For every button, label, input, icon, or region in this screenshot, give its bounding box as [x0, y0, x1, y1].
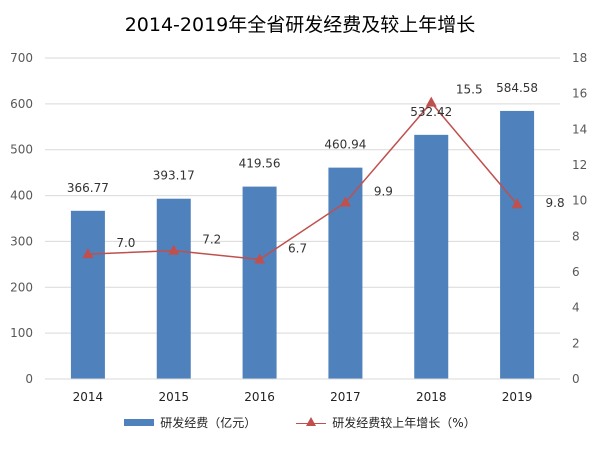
y-right-tick-label: 4 [572, 301, 580, 315]
bar-value-label: 393.17 [153, 169, 195, 183]
grid-layer [45, 57, 560, 334]
y-right-tick-label: 6 [572, 265, 580, 279]
line-point-marker [82, 248, 94, 259]
y-right-tick-label: 12 [572, 158, 587, 172]
x-tick-label: 2015 [158, 390, 189, 404]
bar-value-label: 366.77 [67, 181, 109, 195]
line-point-marker [511, 198, 523, 209]
bar [70, 210, 105, 379]
label-layer: 366.77 393.17 419.56 460.94 532.42 584.58 7.0 7… [67, 81, 565, 256]
growth-line [87, 101, 518, 261]
line-value-label: 6.7 [288, 242, 307, 256]
line-point-marker [339, 196, 351, 207]
line-point-marker [254, 253, 266, 264]
legend-item-line[interactable]: 研发经费较上年增长（%） [296, 414, 476, 431]
y-left-tick-label: 200 [10, 280, 33, 294]
axis-layer: 0 100 200 300 400 500 600 700 0 2 4 6 8 10 12 14 16 18 201… [10, 51, 587, 404]
y-left-tick-label: 100 [10, 326, 33, 340]
x-tick-label: 2018 [416, 390, 447, 404]
bar [414, 134, 449, 379]
legend-line-swatch [296, 416, 327, 429]
bar [242, 186, 277, 379]
y-left-tick-label: 500 [10, 143, 33, 157]
line-value-label: 9.9 [374, 184, 393, 198]
legend-bar-swatch [124, 419, 155, 426]
line-value-label: 15.5 [456, 83, 483, 97]
x-tick-label: 2017 [330, 390, 361, 404]
y-left-tick-label: 400 [10, 189, 33, 203]
y-right-tick-label: 10 [572, 194, 587, 208]
x-tick-label: 2019 [502, 390, 533, 404]
legend: 研发经费（亿元） 研发经费较上年增长（%） [0, 414, 600, 431]
y-right-tick-label: 14 [572, 122, 587, 136]
y-right-tick-label: 18 [572, 51, 587, 65]
y-right-tick-label: 2 [572, 336, 580, 350]
line-value-label: 7.0 [116, 236, 135, 250]
line-layer [82, 96, 523, 264]
y-left-tick-label: 300 [10, 234, 33, 248]
bar-value-label: 419.56 [239, 157, 281, 171]
y-left-tick-label: 0 [25, 372, 33, 386]
x-tick-label: 2016 [244, 390, 275, 404]
line-point-marker [168, 244, 180, 255]
y-right-tick-label: 8 [572, 229, 580, 243]
line-value-label: 9.8 [546, 196, 565, 210]
bar-value-label: 460.94 [324, 138, 366, 152]
bar [156, 198, 191, 379]
y-left-tick-label: 600 [10, 97, 33, 111]
bar [500, 110, 535, 379]
line-value-label: 7.2 [202, 233, 221, 247]
legend-bar-label: 研发经费（亿元） [160, 416, 257, 430]
bar-layer [70, 110, 535, 379]
y-right-tick-label: 16 [572, 87, 587, 101]
bar-value-label: 532.42 [410, 105, 452, 119]
x-tick-label: 2014 [73, 390, 104, 404]
y-left-tick-label: 700 [10, 51, 33, 65]
legend-item-bar[interactable]: 研发经费（亿元） [124, 414, 256, 431]
y-right-tick-label: 0 [572, 372, 580, 386]
bar-value-label: 584.58 [496, 81, 538, 95]
line-point-marker [425, 96, 437, 107]
legend-line-label: 研发经费较上年增长（%） [332, 416, 476, 430]
chart-title: 2014-2019年全省研发经费及较上年增长 [124, 14, 476, 36]
